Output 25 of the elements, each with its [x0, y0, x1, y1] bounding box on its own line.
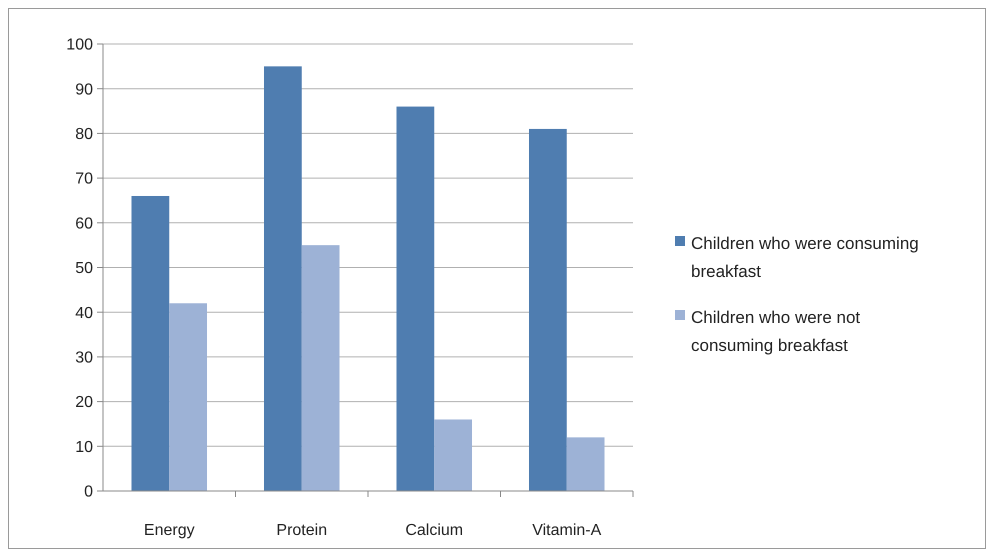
bar [566, 437, 605, 491]
bar [169, 303, 208, 491]
y-tick-label: 60 [75, 215, 94, 232]
y-tick-label: 90 [75, 81, 94, 98]
y-tick-label: 80 [75, 126, 94, 143]
x-tick-label: Energy [144, 522, 195, 539]
bar [396, 106, 434, 491]
x-tick-label: Vitamin-A [532, 522, 602, 539]
y-tick-label: 50 [75, 260, 94, 278]
y-tick-label: 30 [75, 350, 94, 366]
bar [131, 196, 170, 491]
y-tick-label: 0 [84, 484, 94, 501]
x-tick-label: Protein [276, 522, 328, 539]
bar [528, 128, 567, 491]
bar [264, 66, 302, 491]
legend-label: Children who were not consuming breakfast [691, 308, 860, 356]
legend-label: Children who were consuming breakfast [691, 234, 919, 282]
bar [302, 245, 340, 491]
x-tick-label: Calcium [405, 522, 464, 539]
y-tick-label: 40 [75, 304, 94, 322]
y-tick-label: 70 [75, 170, 94, 188]
y-tick-label: 100 [66, 36, 94, 54]
y-tick-label: 20 [75, 394, 94, 412]
bar [434, 419, 472, 491]
y-tick-label: 10 [75, 438, 94, 456]
